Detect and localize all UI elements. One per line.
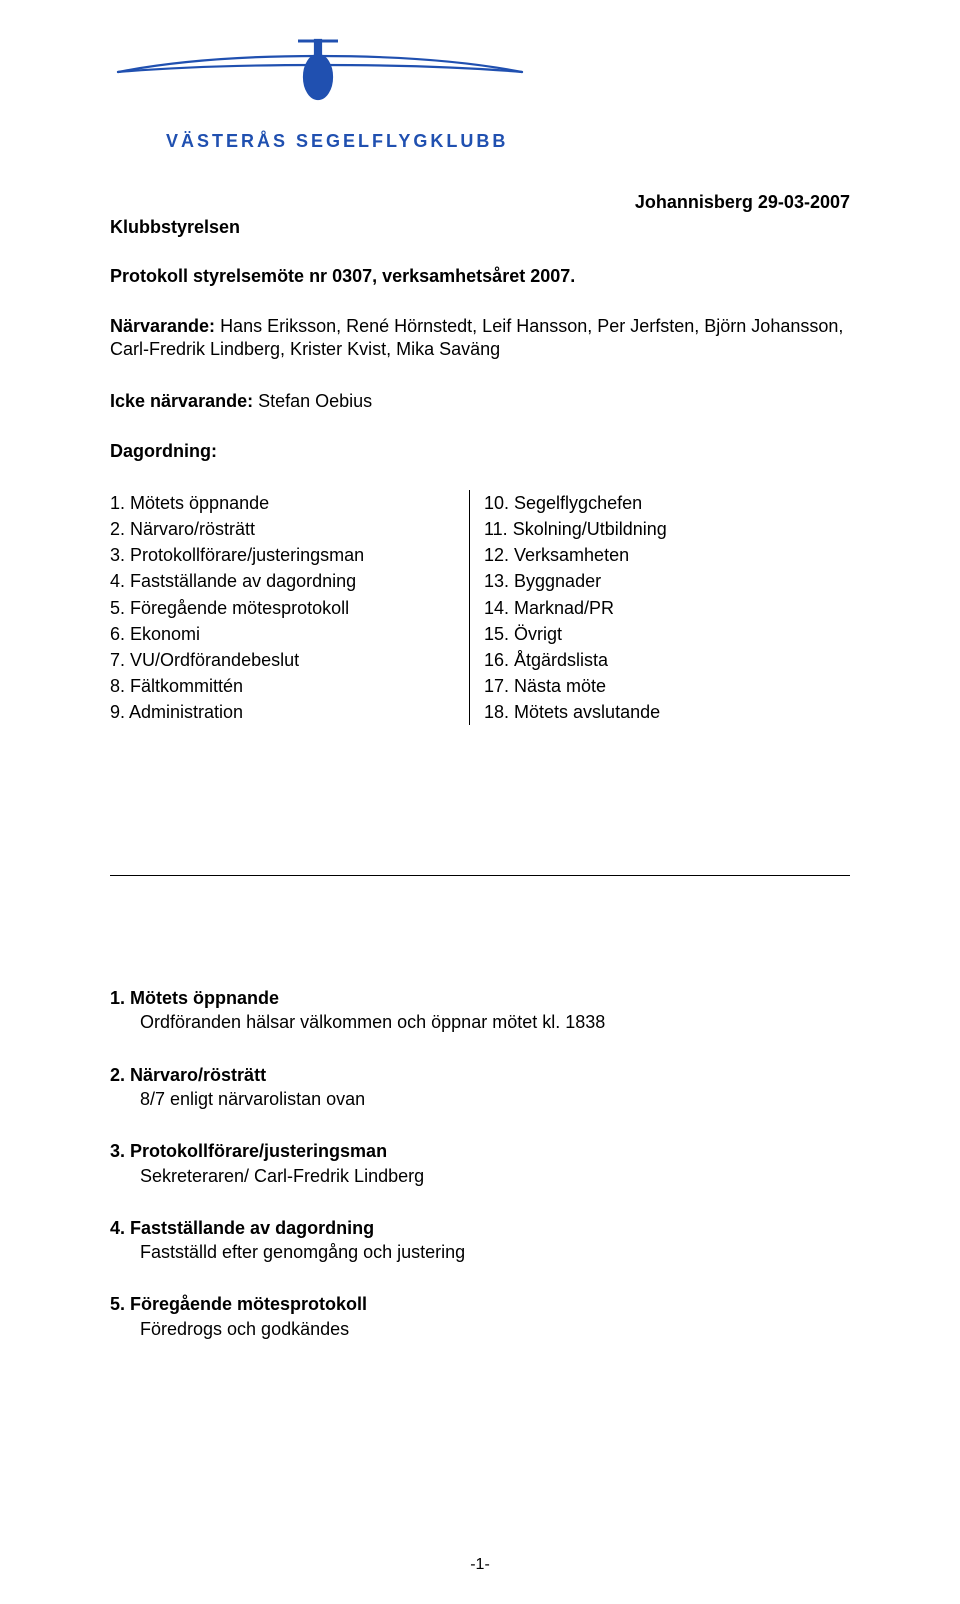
absent-value: Stefan Oebius: [258, 391, 372, 411]
present-label: Närvarande:: [110, 316, 215, 336]
present-value: Hans Eriksson, René Hörnstedt, Leif Hans…: [110, 316, 843, 359]
agenda-item: 17. Nästa möte: [484, 673, 667, 699]
agenda-item: 15. Övrigt: [484, 621, 667, 647]
date-location: Johannisberg 29-03-2007: [110, 192, 850, 213]
agenda-right-column: 10. Segelflygchefen11. Skolning/Utbildni…: [470, 490, 667, 725]
agenda-item: 4. Fastställande av dagordning: [110, 568, 457, 594]
attendance-absent: Icke närvarande: Stefan Oebius: [110, 390, 850, 413]
body-item-content: 8/7 enligt närvarolistan ovan: [140, 1087, 850, 1111]
agenda-item: 3. Protokollförare/justeringsman: [110, 542, 457, 568]
agenda-item: 18. Mötets avslutande: [484, 699, 667, 725]
agenda-item: 12. Verksamheten: [484, 542, 667, 568]
body-item: 2. Närvaro/rösträtt8/7 enligt närvarolis…: [110, 1063, 850, 1112]
agenda-left-column: 1. Mötets öppnande2. Närvaro/rösträtt3. …: [110, 490, 470, 725]
attendance-present: Närvarande: Hans Eriksson, René Hörnsted…: [110, 315, 850, 362]
agenda-item: 5. Föregående mötesprotokoll: [110, 595, 457, 621]
absent-label: Icke närvarande:: [110, 391, 253, 411]
body-item: 1. Mötets öppnandeOrdföranden hälsar väl…: [110, 986, 850, 1035]
body-item-title: 2. Närvaro/rösträtt: [110, 1063, 850, 1087]
body-item-title: 4. Fastställande av dagordning: [110, 1216, 850, 1240]
agenda-item: 10. Segelflygchefen: [484, 490, 667, 516]
body-item-content: Fastställd efter genomgång och justering: [140, 1240, 850, 1264]
agenda-columns: 1. Mötets öppnande2. Närvaro/rösträtt3. …: [110, 490, 850, 725]
body-item-title: 3. Protokollförare/justeringsman: [110, 1139, 850, 1163]
agenda-item: 9. Administration: [110, 699, 457, 725]
body-item-content: Sekreteraren/ Carl-Fredrik Lindberg: [140, 1164, 850, 1188]
agenda-label: Dagordning:: [110, 441, 850, 462]
body-item: 3. Protokollförare/justeringsmanSekreter…: [110, 1139, 850, 1188]
agenda-item: 11. Skolning/Utbildning: [484, 516, 667, 542]
section-divider: [110, 875, 850, 876]
club-logo: [110, 30, 850, 125]
body-item-title: 1. Mötets öppnande: [110, 986, 850, 1010]
page-number: -1-: [0, 1556, 960, 1574]
agenda-item: 13. Byggnader: [484, 568, 667, 594]
club-name: VÄSTERÅS SEGELFLYGKLUBB: [166, 131, 850, 152]
agenda-item: 1. Mötets öppnande: [110, 490, 457, 516]
meeting-body: 1. Mötets öppnandeOrdföranden hälsar väl…: [110, 986, 850, 1341]
document-page: VÄSTERÅS SEGELFLYGKLUBB Johannisberg 29-…: [0, 0, 960, 1409]
agenda-item: 14. Marknad/PR: [484, 595, 667, 621]
body-item: 4. Fastställande av dagordningFastställd…: [110, 1216, 850, 1265]
agenda-item: 2. Närvaro/rösträtt: [110, 516, 457, 542]
agenda-item: 7. VU/Ordförandebeslut: [110, 647, 457, 673]
body-item-content: Ordföranden hälsar välkommen och öppnar …: [140, 1010, 850, 1034]
body-item-title: 5. Föregående mötesprotokoll: [110, 1292, 850, 1316]
protocol-title: Protokoll styrelsemöte nr 0307, verksamh…: [110, 266, 850, 287]
body-item-content: Föredrogs och godkändes: [140, 1317, 850, 1341]
agenda-item: 6. Ekonomi: [110, 621, 457, 647]
agenda-item: 16. Åtgärdslista: [484, 647, 667, 673]
board-label: Klubbstyrelsen: [110, 217, 850, 238]
body-item: 5. Föregående mötesprotokollFöredrogs oc…: [110, 1292, 850, 1341]
agenda-item: 8. Fältkommittén: [110, 673, 457, 699]
